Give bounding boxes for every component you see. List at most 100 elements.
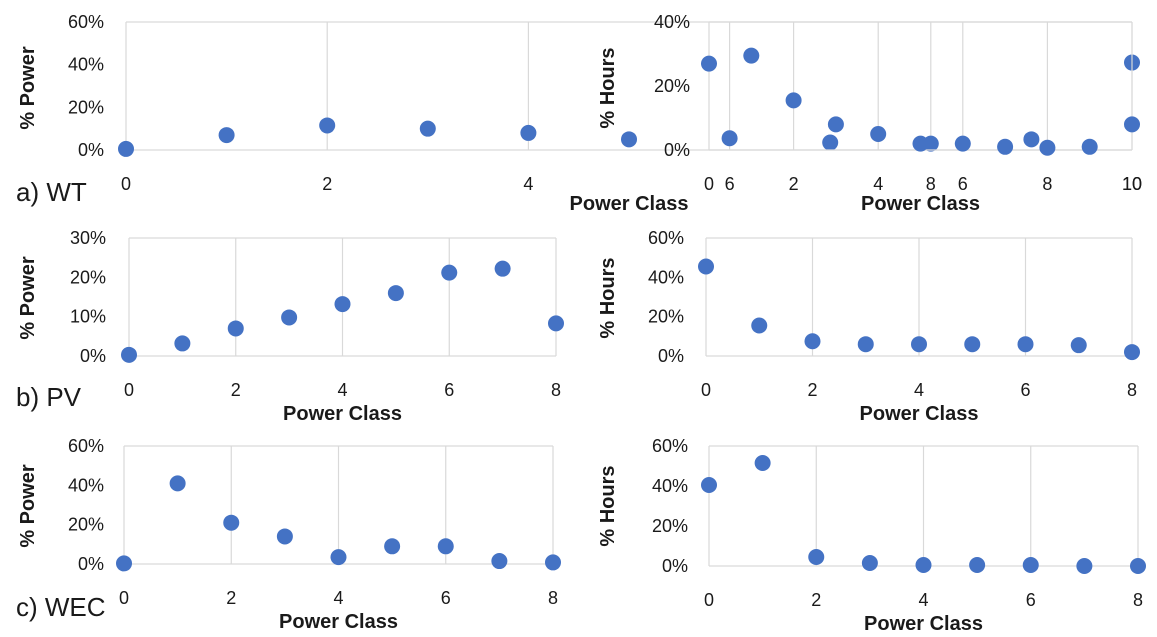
chart-6-data-point — [754, 455, 771, 471]
chart-4-data-point — [1017, 336, 1034, 353]
chart-6-y-axis-title: % Hours — [597, 465, 619, 546]
chart-3-data-point — [548, 315, 564, 332]
chart-3-ytick-label: 10% — [70, 307, 106, 327]
chart-5-xtick-label: 8 — [548, 588, 558, 608]
chart-5-xtick-label: 6 — [441, 588, 451, 608]
chart-3-data-point — [281, 309, 298, 326]
chart-2-data-point — [870, 126, 887, 142]
chart-5-xtick-label: 4 — [333, 588, 343, 608]
chart-4-xtick-label: 4 — [914, 380, 924, 400]
chart-2-ytick-label: 40% — [654, 12, 690, 32]
chart-4-y-axis-title: % Hours — [597, 257, 619, 338]
chart-4-ytick-label: 40% — [648, 267, 684, 287]
chart-5-data-point — [545, 554, 561, 571]
panel-label-pv: b) PV — [16, 382, 82, 412]
chart-4-ytick-label: 60% — [648, 228, 684, 248]
chart-5-data-point — [491, 553, 508, 570]
chart-1-ytick-label: 20% — [68, 97, 104, 117]
chart-5-y-axis-title: % Power — [17, 464, 39, 548]
chart-2-data-point — [827, 116, 844, 133]
chart-1-y-axis-title: % Power — [17, 46, 39, 130]
chart-1-data-point — [218, 127, 235, 144]
chart-2-data-point — [785, 92, 802, 109]
chart-2-y-axis-title: % Hours — [597, 47, 619, 128]
chart-6-data-point — [1076, 558, 1093, 574]
chart-3-data-point — [121, 346, 137, 363]
chart-3-xtick-label: 4 — [337, 380, 347, 400]
chart-6-xtick-label: 6 — [1026, 590, 1036, 610]
chart-6-xtick-label: 4 — [918, 590, 928, 610]
chart-5-ytick-label: 60% — [68, 436, 104, 456]
chart-1-x-axis-title: Power Class — [570, 193, 689, 215]
chart-5-data-point — [116, 555, 132, 572]
chart-6-data-point — [861, 555, 878, 571]
chart-6-xtick-label: 2 — [811, 590, 821, 610]
chart-6-ytick-label: 0% — [662, 556, 688, 576]
chart-2-xtick-label: 4 — [873, 174, 883, 194]
chart-2-xtick-label: 6 — [958, 174, 968, 194]
chart-6-xtick-label: 8 — [1133, 590, 1143, 610]
chart-1-xtick-label: 0 — [121, 174, 131, 194]
chart-1-data-point — [621, 131, 637, 148]
chart-2-xtick-label: 0 — [704, 174, 714, 194]
chart-6-data-point — [808, 549, 825, 565]
chart-3-data-point — [441, 264, 458, 281]
chart-5-data-point — [223, 514, 240, 531]
chart-3-data-point — [174, 335, 191, 352]
chart-4-data-point — [1124, 344, 1140, 361]
chart-3-xtick-label: 8 — [551, 380, 561, 400]
chart-3-x-axis-title: Power Class — [283, 403, 402, 425]
chart-3-data-point — [227, 320, 244, 337]
chart-1-ytick-label: 0% — [78, 140, 104, 160]
chart-2-data-point — [954, 135, 971, 152]
chart-1-data-point — [721, 130, 738, 147]
panel-label-wt: a) WT — [16, 177, 87, 207]
chart-4-data-point — [857, 336, 874, 353]
chart-1-xtick-label: 4 — [523, 174, 533, 194]
chart-1-data-point — [118, 140, 134, 157]
chart-5-data-point — [276, 528, 293, 545]
chart-6-data-point — [1022, 557, 1039, 573]
chart-2-data-point — [743, 47, 760, 64]
chart-3-xtick-label: 0 — [124, 380, 134, 400]
chart-4-data-point — [698, 258, 714, 275]
chart-4-xtick-label: 8 — [1127, 380, 1137, 400]
chart-4-data-point — [1070, 337, 1087, 354]
chart-2-data-point — [1039, 139, 1056, 156]
chart-3-y-axis-title: % Power — [17, 256, 39, 340]
chart-2-ytick-label: 0% — [664, 140, 690, 160]
chart-5-ytick-label: 0% — [78, 554, 104, 574]
chart-5-data-point — [437, 538, 454, 555]
chart-4-data-point — [964, 336, 981, 353]
chart-3-data-point — [334, 296, 351, 313]
chart-6-data-point — [701, 477, 717, 493]
chart-5-xtick-label: 0 — [119, 588, 129, 608]
chart-4-x-axis-title: Power Class — [860, 403, 979, 425]
chart-1-ytick-label: 40% — [68, 55, 104, 75]
chart-4-xtick-label: 2 — [807, 380, 817, 400]
chart-1-xtick-label: 10 — [1122, 174, 1142, 194]
chart-2-xtick-label: 8 — [1042, 174, 1052, 194]
chart-6-data-point — [915, 557, 932, 573]
chart-2-xtick-label: 10 — [1122, 174, 1142, 194]
chart-4-ytick-label: 20% — [648, 307, 684, 327]
chart-1-xtick-label: 2 — [322, 174, 332, 194]
chart-5-ytick-label: 20% — [68, 515, 104, 535]
chart-6-ytick-label: 60% — [652, 436, 688, 456]
chart-4-xtick-label: 0 — [701, 380, 711, 400]
chart-2-xtick-label: 2 — [789, 174, 799, 194]
chart-4-data-point — [751, 317, 768, 334]
chart-1-ytick-label: 60% — [68, 12, 104, 32]
chart-3-ytick-label: 30% — [70, 228, 106, 248]
chart-6-data-point — [969, 557, 986, 573]
chart-2-data-point — [701, 55, 717, 72]
chart-5-xtick-label: 2 — [226, 588, 236, 608]
chart-6-xtick-label: 0 — [704, 590, 714, 610]
chart-6-data-point — [1130, 558, 1146, 574]
chart-6-ytick-label: 20% — [652, 516, 688, 536]
chart-6-x-axis-title: Power Class — [864, 613, 983, 635]
chart-1-data-point — [1023, 131, 1040, 148]
chart-1-data-point — [419, 120, 436, 137]
chart-1-xtick-label: 6 — [725, 174, 735, 194]
